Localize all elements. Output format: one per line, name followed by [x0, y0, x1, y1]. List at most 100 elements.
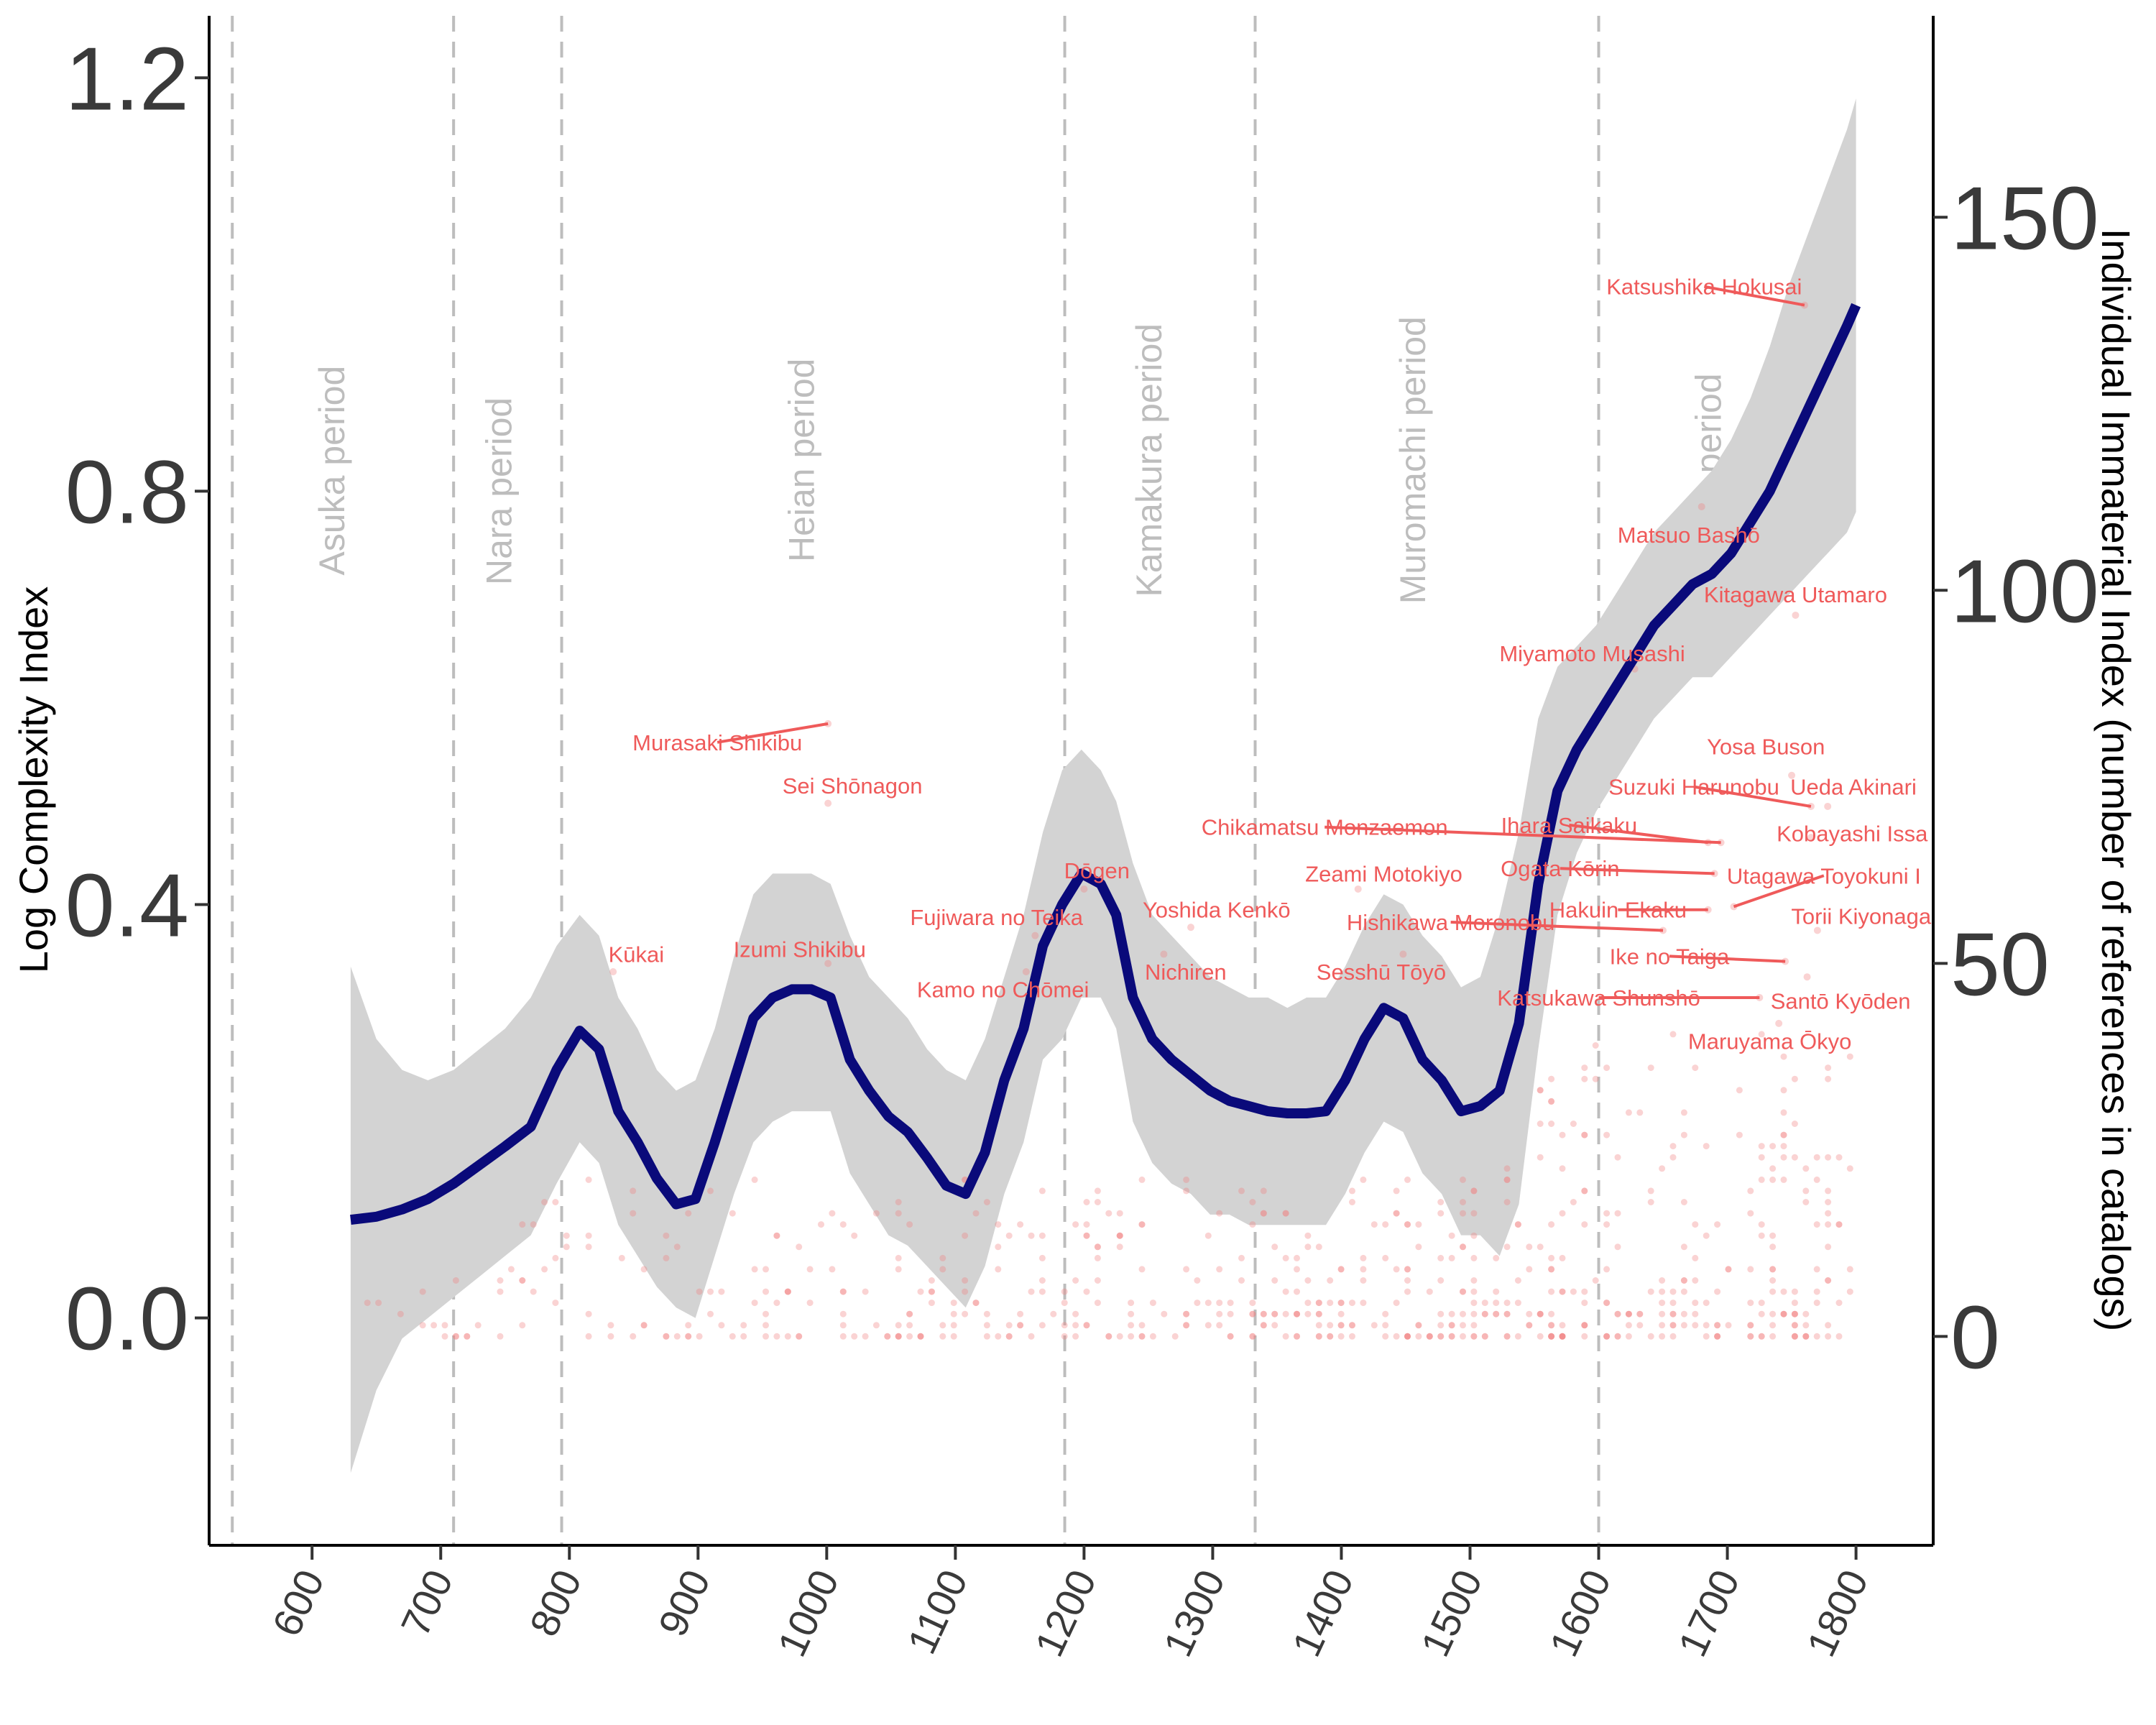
data-point	[397, 1310, 404, 1317]
data-point	[1216, 1300, 1223, 1307]
data-point	[1460, 1243, 1466, 1251]
data-point	[1825, 1075, 1832, 1082]
data-point	[1614, 1333, 1621, 1340]
data-point	[1526, 1322, 1533, 1329]
data-point	[1835, 1221, 1843, 1228]
data-point	[1581, 1064, 1588, 1072]
data-point	[1802, 1310, 1810, 1317]
data-point	[1625, 1310, 1632, 1317]
data-point	[1813, 1154, 1820, 1161]
data-point	[1349, 1199, 1355, 1205]
person-label: Sesshū Tōyō	[1317, 960, 1446, 985]
data-point	[1360, 1277, 1367, 1284]
data-point	[685, 1333, 692, 1340]
data-point	[1187, 924, 1194, 932]
data-point	[1747, 1322, 1754, 1329]
data-point	[839, 1221, 847, 1228]
data-point	[1791, 1310, 1798, 1317]
data-point	[640, 1266, 648, 1273]
data-point	[1481, 1310, 1488, 1317]
data-point	[1526, 1310, 1533, 1317]
data-point	[1437, 1322, 1445, 1329]
data-point	[1791, 1333, 1798, 1340]
data-point	[1846, 1288, 1853, 1295]
data-point	[1304, 1310, 1312, 1317]
data-point	[1548, 1221, 1555, 1228]
data-point	[1404, 1333, 1411, 1340]
data-point	[1747, 1322, 1754, 1329]
data-point	[1105, 1333, 1112, 1340]
data-point	[1803, 973, 1811, 981]
person-label: Miyamoto Musashi	[1499, 641, 1685, 666]
annotation-leader-line	[1703, 285, 1805, 307]
data-point	[585, 1310, 592, 1317]
data-point	[1437, 1333, 1445, 1340]
data-point	[1680, 1243, 1687, 1251]
data-point	[839, 1322, 847, 1329]
y-tick-label: 0.0	[65, 1270, 189, 1369]
data-point	[1714, 1288, 1721, 1295]
data-point	[1537, 1243, 1544, 1251]
data-point	[1204, 1322, 1212, 1329]
data-point	[1791, 1310, 1798, 1317]
data-point	[1415, 1322, 1422, 1329]
data-point	[1382, 1333, 1389, 1340]
data-point	[1537, 1087, 1544, 1094]
data-point	[1526, 1322, 1533, 1329]
data-point	[1559, 1333, 1566, 1340]
data-point	[1603, 1266, 1611, 1273]
data-point	[851, 1333, 858, 1340]
person-label: Yoshida Kenkō	[1143, 898, 1291, 923]
data-point	[1138, 1176, 1146, 1183]
data-point	[1493, 1254, 1500, 1261]
data-point	[1460, 1333, 1466, 1340]
data-point	[1659, 1165, 1666, 1172]
annotation-leader-line	[1733, 874, 1825, 908]
data-point	[1038, 1187, 1046, 1195]
data-point	[1780, 1288, 1787, 1295]
data-point	[1792, 611, 1800, 619]
person-label: Ueda Akinari	[1790, 775, 1917, 800]
data-point	[1791, 1288, 1798, 1295]
data-point	[1559, 1333, 1566, 1340]
data-point	[1072, 1322, 1079, 1329]
person-label: Sei Shōnagon	[783, 773, 923, 799]
data-point	[1183, 1322, 1190, 1329]
person-label: Kamo no Chōmei	[917, 977, 1089, 1002]
data-point	[818, 1221, 824, 1228]
data-point	[375, 1300, 382, 1307]
data-point	[1038, 1254, 1046, 1261]
data-point	[1581, 1322, 1588, 1329]
data-point	[1791, 1333, 1798, 1340]
data-point	[1337, 1266, 1345, 1273]
data-point	[1614, 1333, 1621, 1340]
data-point	[1791, 1300, 1798, 1307]
data-point	[1769, 1333, 1777, 1340]
data-point	[1460, 1243, 1466, 1251]
data-point	[983, 1199, 990, 1205]
data-point	[1138, 1333, 1146, 1340]
data-point	[1680, 1288, 1687, 1295]
data-point	[983, 1310, 990, 1317]
data-point	[1249, 1333, 1256, 1340]
person-label: Murasaki Shikibu	[632, 730, 802, 755]
data-point	[1315, 1310, 1322, 1317]
data-point	[1493, 1300, 1500, 1307]
data-point	[1825, 1277, 1832, 1284]
data-point	[1260, 1322, 1267, 1329]
y-tick-label: 0.8	[65, 443, 189, 542]
data-point	[1116, 1232, 1123, 1239]
data-point	[1548, 1254, 1555, 1261]
data-point	[1614, 1310, 1621, 1317]
data-point	[1005, 1322, 1013, 1329]
data-point	[1294, 1288, 1300, 1295]
data-point	[917, 1333, 924, 1340]
data-point	[740, 1322, 747, 1329]
person-label: Kitagawa Utamaro	[1704, 582, 1887, 607]
data-point	[1005, 1333, 1013, 1340]
data-point	[1271, 1310, 1279, 1317]
data-point	[1559, 1333, 1566, 1340]
data-point	[1327, 1333, 1334, 1340]
data-point	[1382, 1254, 1389, 1261]
data-point	[1537, 1310, 1544, 1317]
